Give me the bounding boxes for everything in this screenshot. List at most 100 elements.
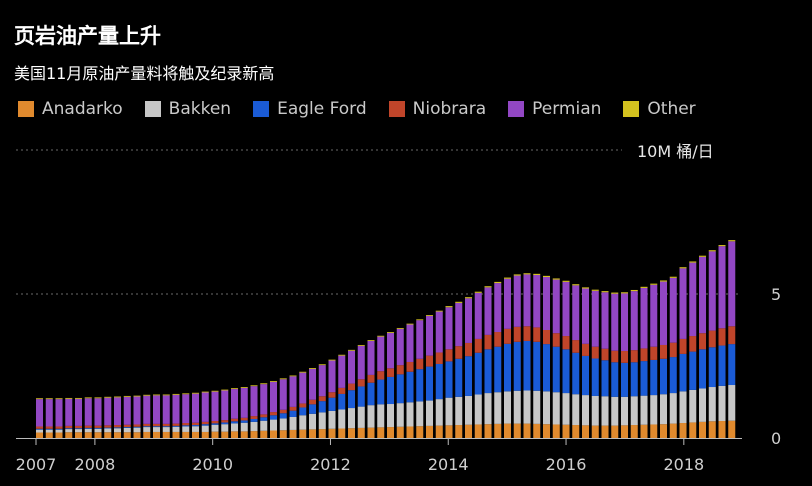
- bar-segment-niobrara: [660, 344, 668, 359]
- bar-group: [240, 387, 248, 438]
- y-tick-label: 0: [771, 429, 781, 448]
- bar-segment-other: [728, 240, 736, 242]
- bar-segment-permian: [338, 355, 346, 388]
- bar-segment-bakken: [162, 427, 170, 432]
- bar-segment-bakken: [523, 390, 531, 424]
- bar-segment-anadarko: [318, 429, 326, 438]
- bar-segment-bakken: [435, 399, 443, 426]
- bar-segment-niobrara: [728, 326, 736, 345]
- bar-segment-anadarko: [143, 431, 151, 438]
- bar-segment-anadarko: [513, 423, 521, 438]
- bar-segment-niobrara: [114, 425, 122, 428]
- bar-group: [162, 394, 170, 438]
- legend-label-niobrara: Niobrara: [412, 99, 487, 119]
- bar-segment-anadarko: [543, 424, 551, 438]
- bar-segment-niobrara: [133, 424, 141, 427]
- bar-segment-bakken: [84, 428, 92, 433]
- legend-swatch-niobrara: [388, 101, 405, 117]
- bar-segment-eagle-ford: [260, 417, 268, 421]
- bar-segment-bakken: [465, 395, 473, 425]
- bar-segment-other: [630, 289, 638, 292]
- bar-group: [309, 368, 317, 438]
- bar-segment-bakken: [533, 390, 541, 424]
- bar-segment-niobrara: [494, 332, 502, 347]
- bar-group: [630, 289, 638, 438]
- bar-segment-other: [250, 385, 258, 387]
- bar-segment-bakken: [318, 412, 326, 430]
- bar-segment-bakken: [328, 410, 336, 429]
- bar-segment-permian: [504, 278, 512, 329]
- bar-segment-anadarko: [601, 425, 609, 438]
- bar-segment-niobrara: [201, 421, 209, 425]
- bar-group: [660, 280, 668, 438]
- bar-group: [621, 292, 629, 438]
- bar-segment-permian: [367, 340, 375, 375]
- bar-segment-other: [36, 398, 44, 400]
- bar-segment-permian: [143, 395, 151, 424]
- legend-item-other: Other: [623, 99, 696, 119]
- legend-swatch-bakken: [144, 101, 161, 117]
- bar-segment-anadarko: [279, 430, 287, 438]
- bar-segment-bakken: [504, 391, 512, 424]
- bar-group: [543, 275, 551, 438]
- bar-segment-other: [562, 280, 570, 282]
- bar-segment-anadarko: [406, 426, 414, 438]
- bar-segment-other: [552, 278, 560, 280]
- bar-segment-anadarko: [484, 424, 492, 438]
- bar-segment-niobrara: [172, 423, 180, 426]
- bar-segment-other: [260, 383, 268, 385]
- x-tick-label: 2018: [663, 455, 704, 474]
- bar-group: [104, 396, 112, 438]
- bar-group: [728, 240, 736, 438]
- bar-segment-niobrara: [533, 327, 541, 342]
- bar-segment-other: [669, 276, 677, 278]
- bar-segment-other: [299, 371, 307, 373]
- bar-segment-bakken: [289, 416, 297, 430]
- bar-group: [221, 389, 229, 438]
- bar-segment-bakken: [387, 404, 395, 428]
- bar-segment-bakken: [240, 422, 248, 432]
- bar-segment-bakken: [299, 415, 307, 430]
- bar-segment-bakken: [455, 396, 463, 426]
- bar-segment-other: [426, 315, 434, 316]
- bar-segment-anadarko: [328, 428, 336, 438]
- bar-segment-bakken: [45, 429, 53, 433]
- bar-segment-eagle-ford: [416, 369, 424, 402]
- bar-segment-eagle-ford: [172, 425, 180, 427]
- bar-segment-anadarko: [640, 424, 648, 438]
- bar-segment-anadarko: [348, 428, 356, 438]
- bar-group: [153, 394, 161, 438]
- bar-segment-permian: [348, 350, 356, 384]
- bar-group: [75, 397, 83, 438]
- bar-segment-permian: [192, 393, 200, 423]
- bar-group: [465, 297, 473, 438]
- bar-segment-bakken: [591, 395, 599, 426]
- bar-segment-niobrara: [621, 351, 629, 363]
- bar-segment-eagle-ford: [84, 427, 92, 429]
- bar-segment-other: [55, 398, 63, 400]
- bar-group: [192, 392, 200, 438]
- bar-segment-permian: [601, 292, 609, 349]
- bar-segment-anadarko: [338, 428, 346, 438]
- y-tick-label: 5: [771, 285, 781, 304]
- bar-segment-niobrara: [582, 343, 590, 356]
- bar-segment-bakken: [728, 385, 736, 421]
- bar-segment-other: [153, 394, 161, 396]
- bar-segment-permian: [387, 332, 395, 369]
- bar-group: [601, 291, 609, 438]
- bar-segment-permian: [552, 279, 560, 334]
- bar-segment-niobrara: [708, 330, 716, 348]
- bar-segment-permian: [406, 324, 414, 362]
- legend-item-anadarko: Anadarko: [18, 99, 123, 119]
- bar-segment-permian: [416, 320, 424, 359]
- bar-segment-eagle-ford: [435, 363, 443, 400]
- x-tick-label: 2016: [546, 455, 587, 474]
- legend-swatch-other: [623, 101, 640, 117]
- bar-segment-permian: [260, 384, 268, 415]
- bar-segment-other: [435, 310, 443, 312]
- bar-segment-other: [338, 354, 346, 356]
- bar-segment-niobrara: [435, 352, 443, 364]
- bar-group: [669, 276, 677, 438]
- bar-segment-permian: [250, 386, 258, 417]
- bar-segment-permian: [660, 281, 668, 345]
